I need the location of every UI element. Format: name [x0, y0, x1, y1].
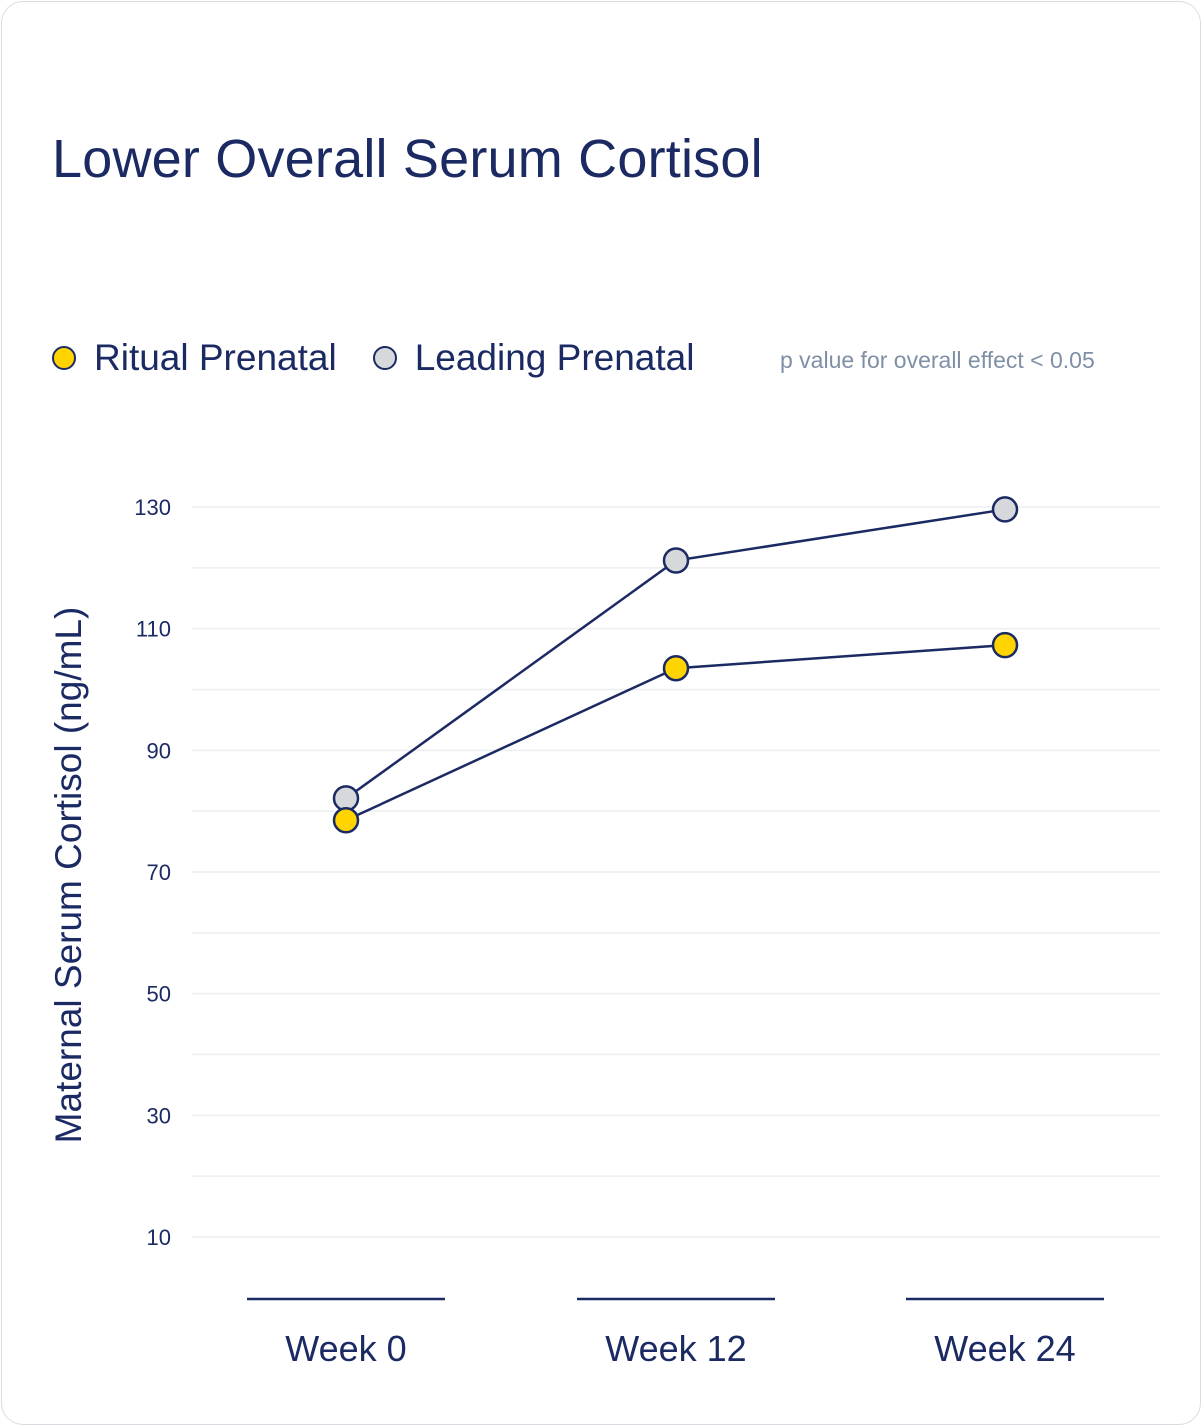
- legend-item-ritual: Ritual Prenatal: [52, 337, 337, 379]
- data-point-leading: [662, 547, 690, 574]
- legend-label-ritual: Ritual Prenatal: [94, 337, 337, 378]
- y-tick-label: 30: [147, 1103, 171, 1128]
- y-tick-label: 130: [134, 495, 171, 520]
- y-tick-label: 90: [147, 738, 171, 763]
- x-category-label: Week 12: [605, 1328, 746, 1369]
- data-point-ritual: [332, 807, 360, 834]
- x-category-label: Week 0: [285, 1328, 406, 1369]
- y-tick-label: 110: [136, 617, 171, 642]
- x-category-label: Week 24: [934, 1328, 1075, 1369]
- data-point-leading: [991, 496, 1019, 523]
- y-axis-label: Maternal Serum Cortisol (ng/mL): [48, 607, 89, 1144]
- data-point-leading: [332, 785, 360, 812]
- legend: Ritual Prenatal Leading Prenatal: [52, 335, 730, 381]
- data-point-ritual: [991, 631, 1019, 659]
- legend-swatch-ritual: [52, 346, 76, 370]
- legend-swatch-leading: [372, 346, 397, 370]
- y-tick-label: 50: [147, 982, 171, 1007]
- legend-label-leading: Leading Prenatal: [414, 337, 695, 378]
- legend-item-leading: Leading Prenatal: [372, 337, 695, 379]
- p-value-note: p value for overall effect < 0.05: [780, 347, 1095, 373]
- chart-title: Lower Overall Serum Cortisol: [52, 129, 763, 189]
- y-tick-label: 70: [147, 860, 171, 885]
- data-point-ritual: [662, 654, 690, 682]
- y-tick-label: 10: [147, 1225, 171, 1250]
